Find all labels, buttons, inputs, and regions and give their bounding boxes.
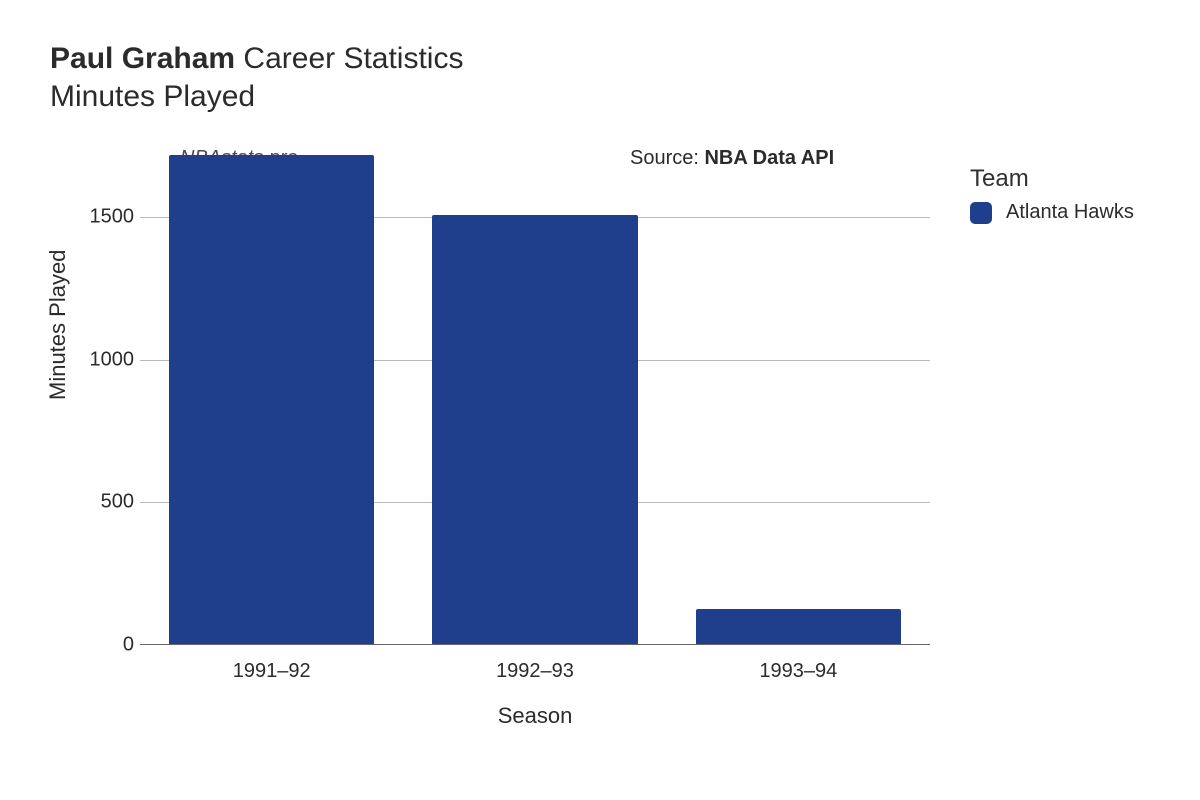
y-axis-title: Minutes Played — [45, 250, 71, 400]
axis-baseline — [140, 644, 930, 646]
title-rest: Career Statistics — [235, 42, 463, 75]
y-tick-label: 0 — [123, 634, 134, 657]
chart-container: Paul Graham Career Statistics Minutes Pl… — [0, 0, 1200, 800]
chart-row: NBAstats.pro Source: NBA Data API 050010… — [50, 125, 1150, 745]
title-block: Paul Graham Career Statistics Minutes Pl… — [50, 40, 1150, 115]
legend-title: Team — [970, 165, 1134, 193]
plot-area — [140, 155, 930, 645]
bar — [432, 215, 637, 645]
y-tick-label: 1000 — [90, 348, 135, 371]
chart-subtitle: Minutes Played — [50, 78, 1150, 116]
legend: Team Atlanta Hawks — [970, 165, 1134, 230]
chart-title: Paul Graham Career Statistics — [50, 40, 1150, 78]
y-tick-label: 1500 — [90, 206, 135, 229]
bar — [169, 155, 374, 645]
legend-items: Atlanta Hawks — [970, 201, 1134, 224]
x-tick-label: 1992–93 — [496, 660, 574, 683]
bar — [696, 609, 901, 646]
x-tick-label: 1993–94 — [759, 660, 837, 683]
legend-item: Atlanta Hawks — [970, 201, 1134, 224]
x-axis-title: Season — [140, 703, 930, 729]
chart-box: NBAstats.pro Source: NBA Data API 050010… — [50, 125, 950, 745]
legend-item-label: Atlanta Hawks — [1006, 201, 1134, 224]
title-bold: Paul Graham — [50, 42, 235, 75]
legend-swatch — [970, 202, 992, 224]
x-tick-label: 1991–92 — [233, 660, 311, 683]
y-tick-label: 500 — [101, 491, 134, 514]
